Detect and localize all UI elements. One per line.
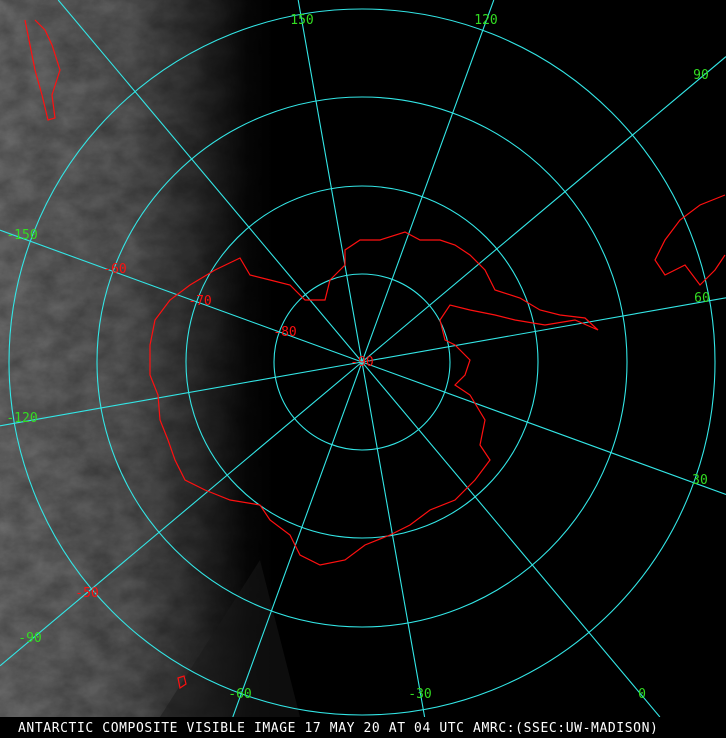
- meridian-line: [361, 56, 726, 363]
- antarctica-coastline: [149, 231, 599, 566]
- longitude-label: -150: [6, 228, 37, 243]
- graticule-labels: 150 120 90 60 30 0 -30 -60 -90 -120 -150 -50 -60 -70 -…: [6, 13, 709, 702]
- coastline: [24, 19, 726, 689]
- longitude-label: -120: [6, 411, 37, 426]
- latitude-label: -90: [350, 355, 373, 370]
- longitude-label: 60: [694, 291, 710, 306]
- graticule: [0, 0, 726, 717]
- longitude-label: 90: [693, 68, 709, 83]
- meridian-line: [361, 361, 726, 496]
- meridian-line: [232, 361, 363, 717]
- island-coastline: [177, 675, 187, 689]
- meridian-line: [361, 297, 726, 363]
- meridian-line: [57, 0, 363, 363]
- longitude-label: 30: [692, 473, 708, 488]
- meridian-line: [0, 361, 363, 427]
- meridian-line: [0, 229, 363, 363]
- meridian-line: [361, 0, 495, 363]
- caption-bar: [0, 717, 726, 738]
- latitude-circle: [96, 96, 628, 628]
- longitude-label: -90: [18, 631, 41, 646]
- longitude-label: -30: [408, 687, 431, 702]
- latitude-label: -50: [75, 586, 98, 601]
- south-america-coastline: [654, 194, 726, 286]
- image-caption: ANTARCTIC COMPOSITE VISIBLE IMAGE 17 MAY…: [18, 721, 659, 736]
- latitude-circle: [185, 185, 539, 539]
- longitude-label: 0: [638, 687, 646, 702]
- longitude-label: 150: [290, 13, 313, 28]
- latitude-circle: [8, 8, 716, 716]
- new-zealand-coastline: [24, 19, 61, 121]
- latitude-label: -70: [188, 294, 211, 309]
- latitude-circle: [273, 273, 451, 451]
- meridian-line: [361, 361, 661, 717]
- meridian-line: [297, 0, 363, 363]
- meridian-line: [361, 361, 426, 717]
- meridian-line: [0, 361, 363, 667]
- longitude-label: -60: [228, 687, 251, 702]
- latitude-label: -60: [103, 262, 126, 277]
- longitude-label: 120: [474, 13, 497, 28]
- latitude-label: -80: [273, 325, 296, 340]
